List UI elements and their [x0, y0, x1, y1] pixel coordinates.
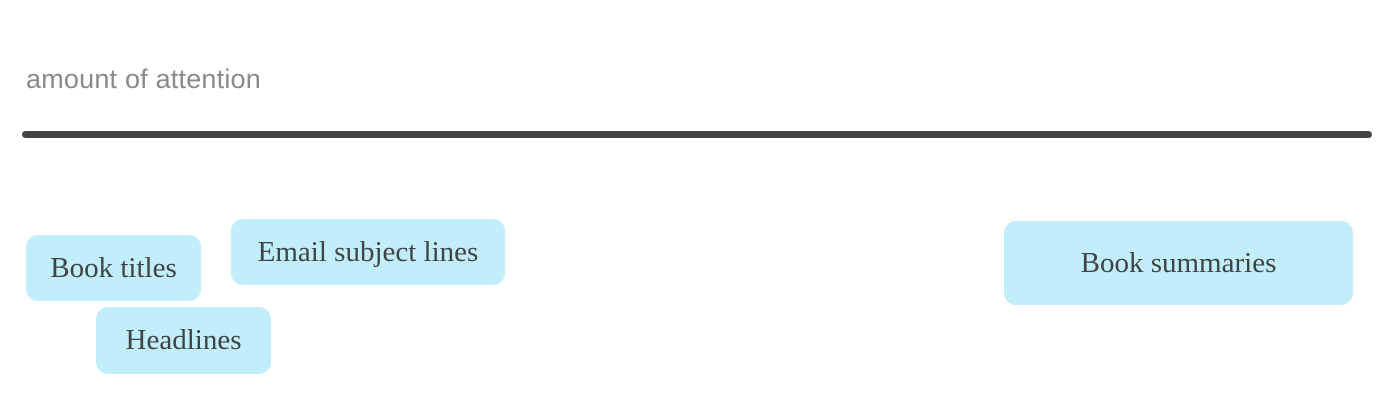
- attention-axis-line: [22, 131, 1372, 138]
- tag-headlines[interactable]: Headlines: [96, 307, 271, 374]
- tag-book-titles[interactable]: Book titles: [26, 235, 201, 301]
- tag-book-summaries[interactable]: Book summaries: [1004, 221, 1353, 305]
- tag-email-subject-lines[interactable]: Email subject lines: [231, 219, 505, 285]
- axis-label: amount of attention: [26, 64, 261, 94]
